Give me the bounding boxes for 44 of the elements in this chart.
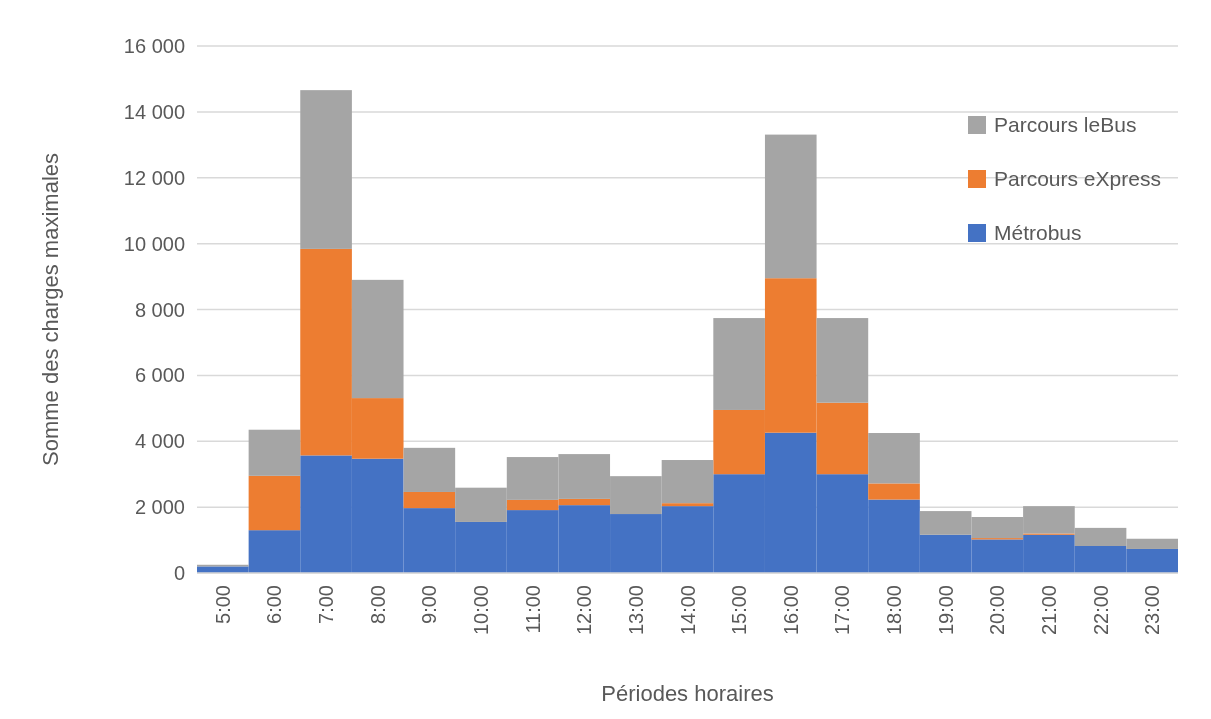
bar [713,318,765,410]
x-tick-label: 6:00 [263,585,286,624]
x-tick-label: 11:00 [521,585,544,634]
x-tick-label: 17:00 [831,585,854,636]
x-tick-label: 5:00 [211,585,234,624]
legend-label: Parcours leBus [994,113,1137,137]
x-tick-label: 10:00 [469,585,492,636]
bar [351,279,404,399]
x-tick-label: 13:00 [624,585,647,636]
y-tick-label: 14 000 [123,100,185,123]
x-tick-label: 18:00 [883,585,906,636]
legend-label: Parcours eXpress [994,167,1161,191]
x-tick-label: 14:00 [676,585,699,636]
x-tick-label: 19:00 [934,585,957,636]
bar [764,134,817,279]
bar [868,483,920,500]
y-axis-title: Somme des charges maximales [38,152,63,467]
bar [661,503,714,507]
y-tick-label: 8 000 [134,298,185,321]
x-tick-label: 12:00 [573,585,596,636]
y-tick-label: 10 000 [123,232,185,255]
x-tick-label: 16:00 [779,585,802,636]
y-tick-label: 12 000 [123,166,185,189]
x-tick-label: 23:00 [1141,585,1164,636]
y-tick-label: 0 [173,562,185,584]
x-tick-label: 15:00 [728,585,751,636]
x-tick-label: 20:00 [986,585,1009,636]
legend-label: Métrobus [994,221,1082,245]
y-tick-label: 2 000 [134,496,185,519]
bar [816,318,869,403]
x-tick-label: 8:00 [366,585,389,624]
x-axis-title: Périodes horaires [601,681,774,706]
bar [248,475,301,531]
bar [868,433,920,484]
x-tick-label: 9:00 [418,585,441,624]
bar [248,429,301,476]
y-tick-label: 6 000 [134,364,185,387]
bar [403,491,456,509]
y-tick-label: 16 000 [123,35,185,57]
x-tick-label: 21:00 [1037,585,1060,636]
x-tick-label: 22:00 [1089,585,1112,636]
x-tick-label: 7:00 [315,585,338,624]
y-tick-label: 4 000 [134,430,185,453]
bar [300,90,352,249]
